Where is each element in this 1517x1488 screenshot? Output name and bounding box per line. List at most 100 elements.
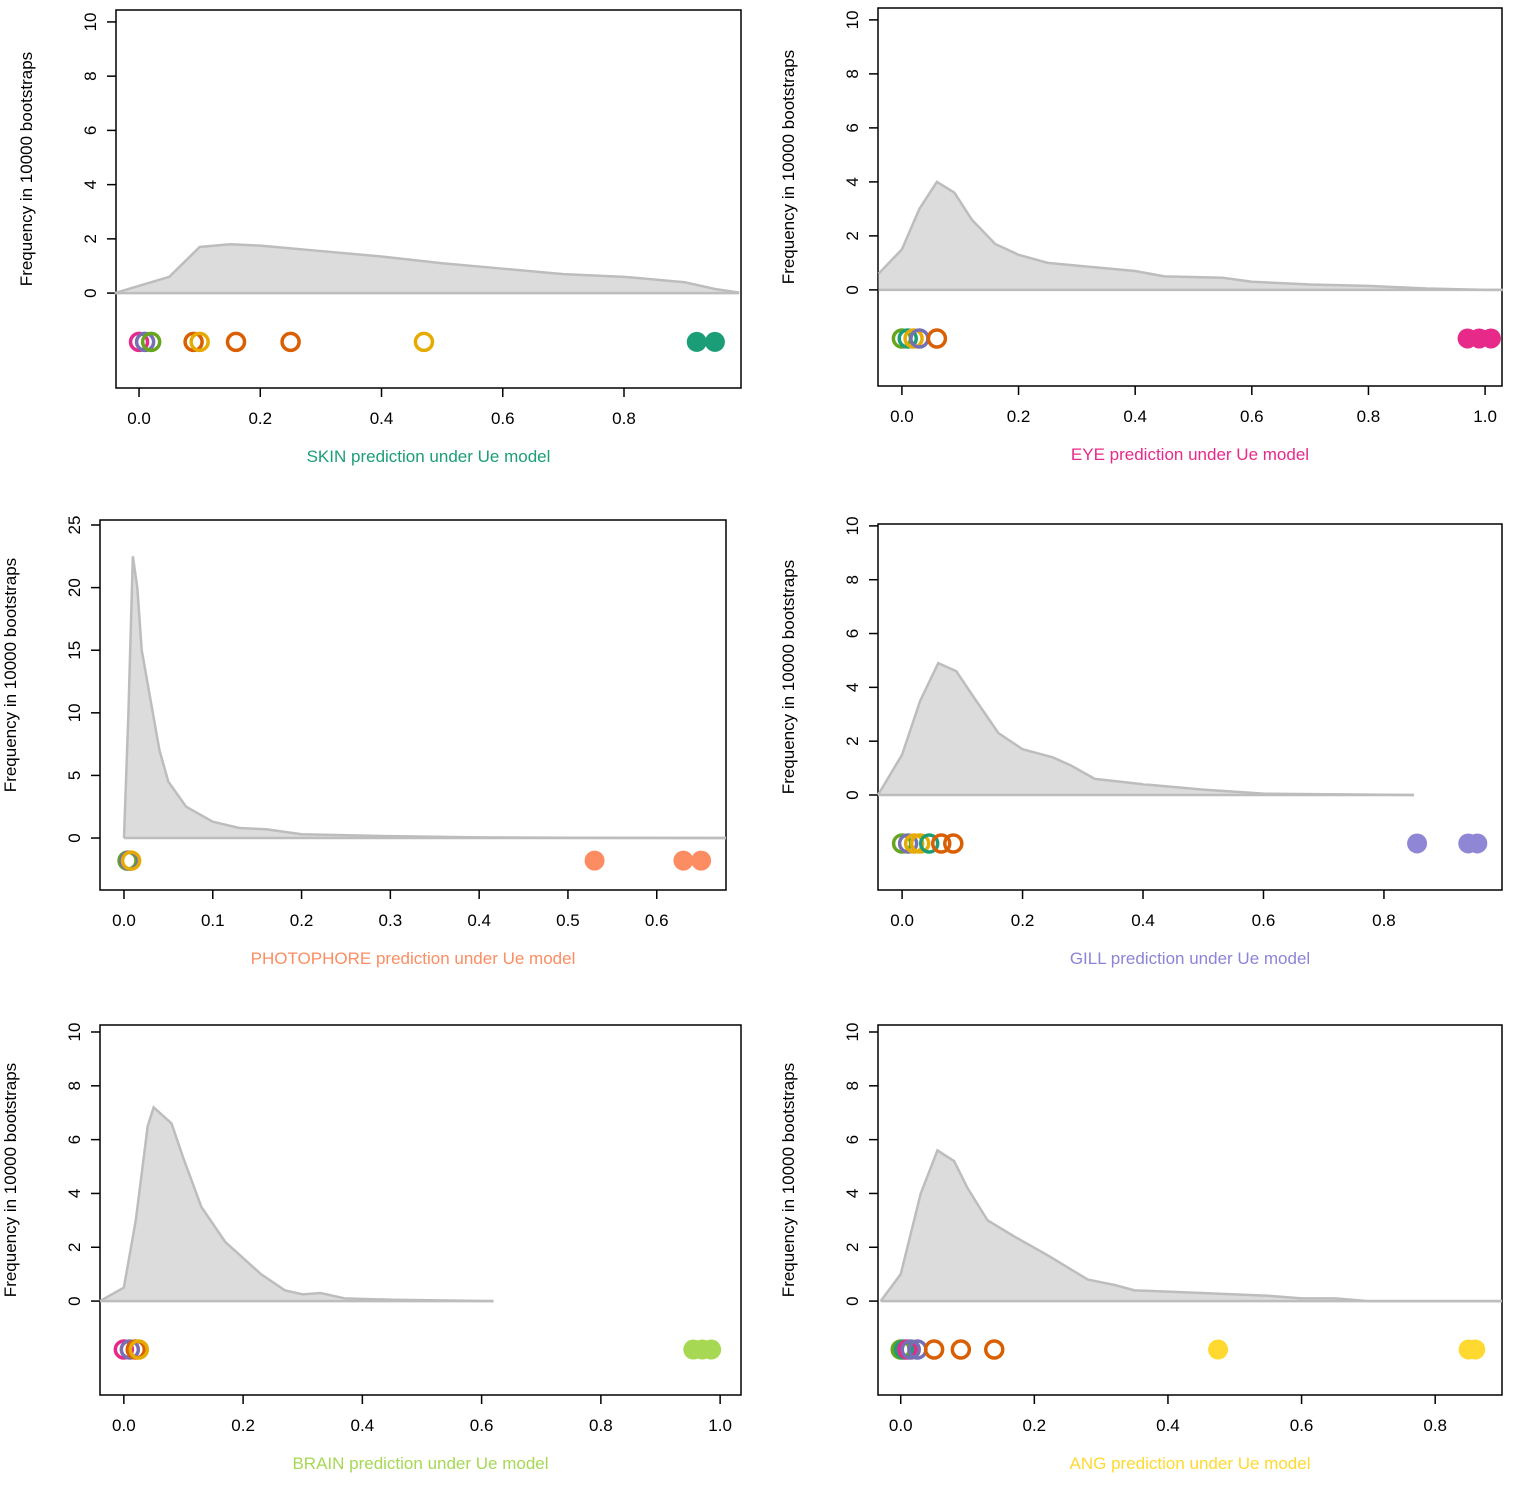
filled-point bbox=[1208, 1340, 1228, 1360]
x-tick-label: 0.4 bbox=[1131, 911, 1155, 930]
x-tick-label: 0.8 bbox=[612, 409, 636, 428]
x-tick-label: 0.4 bbox=[1123, 407, 1147, 426]
x-axis-label: GILL prediction under Ue model bbox=[1070, 949, 1310, 968]
y-tick-label: 4 bbox=[843, 1189, 862, 1198]
filled-point bbox=[585, 851, 605, 871]
y-tick-label: 4 bbox=[843, 177, 862, 186]
y-tick-label: 2 bbox=[81, 234, 100, 243]
y-tick-label: 10 bbox=[65, 703, 84, 722]
x-tick-label: 0.5 bbox=[556, 911, 580, 930]
density-line bbox=[124, 556, 726, 838]
x-tick-label: 0.0 bbox=[112, 1416, 136, 1435]
y-tick-label: 10 bbox=[843, 1023, 862, 1042]
x-tick-label: 0.0 bbox=[890, 407, 914, 426]
y-tick-label: 8 bbox=[65, 1081, 84, 1090]
y-tick-label: 4 bbox=[65, 1189, 84, 1198]
x-tick-label: 0.4 bbox=[370, 409, 394, 428]
plot-frame bbox=[878, 8, 1502, 386]
filled-point bbox=[705, 332, 725, 352]
open-point bbox=[928, 330, 945, 347]
y-tick-label: 6 bbox=[843, 629, 862, 638]
y-tick-label: 0 bbox=[843, 790, 862, 799]
x-tick-label: 0.8 bbox=[1357, 407, 1381, 426]
y-axis-label: Frequency in 10000 bootstraps bbox=[779, 1063, 798, 1297]
filled-point bbox=[701, 1340, 721, 1360]
filled-point bbox=[687, 332, 707, 352]
x-tick-label: 1.0 bbox=[708, 1416, 732, 1435]
x-axis-label: SKIN prediction under Ue model bbox=[307, 447, 551, 466]
y-axis-label: Frequency in 10000 bootstraps bbox=[17, 52, 36, 286]
density-area bbox=[115, 244, 739, 293]
y-axis-label: Frequency in 10000 bootstraps bbox=[779, 50, 798, 284]
y-tick-label: 2 bbox=[65, 1243, 84, 1252]
y-tick-label: 6 bbox=[843, 1135, 862, 1144]
y-tick-label: 4 bbox=[81, 180, 100, 189]
y-tick-label: 10 bbox=[65, 1023, 84, 1042]
x-tick-label: 0.2 bbox=[1007, 407, 1031, 426]
open-point bbox=[282, 333, 299, 350]
y-axis-label: Frequency in 10000 bootstraps bbox=[1, 558, 20, 792]
x-tick-label: 0.2 bbox=[290, 911, 314, 930]
y-tick-label: 4 bbox=[843, 683, 862, 692]
y-tick-label: 0 bbox=[65, 833, 84, 842]
x-tick-label: 0.3 bbox=[379, 911, 403, 930]
filled-point bbox=[673, 851, 693, 871]
open-point bbox=[415, 333, 432, 350]
y-tick-label: 0 bbox=[843, 285, 862, 294]
x-tick-label: 0.2 bbox=[1023, 1416, 1047, 1435]
y-tick-label: 0 bbox=[81, 288, 100, 297]
y-tick-label: 6 bbox=[65, 1135, 84, 1144]
x-axis-label: BRAIN prediction under Ue model bbox=[292, 1454, 548, 1473]
x-tick-label: 0.6 bbox=[470, 1416, 494, 1435]
x-tick-label: 0.8 bbox=[1423, 1416, 1447, 1435]
y-tick-label: 8 bbox=[843, 69, 862, 78]
x-tick-label: 0.2 bbox=[248, 409, 272, 428]
y-tick-label: 10 bbox=[81, 12, 100, 31]
x-axis-label: ANG prediction under Ue model bbox=[1070, 1454, 1311, 1473]
x-tick-label: 0.6 bbox=[491, 409, 515, 428]
open-point bbox=[228, 333, 245, 350]
y-tick-label: 2 bbox=[843, 1243, 862, 1252]
x-axis-label: PHOTOPHORE prediction under Ue model bbox=[251, 949, 576, 968]
y-tick-label: 0 bbox=[65, 1296, 84, 1305]
open-point bbox=[926, 1341, 943, 1358]
x-tick-label: 0.6 bbox=[1290, 1416, 1314, 1435]
x-tick-label: 0.8 bbox=[589, 1416, 613, 1435]
x-tick-label: 0.6 bbox=[1252, 911, 1276, 930]
density-area bbox=[100, 1107, 494, 1301]
y-tick-label: 6 bbox=[843, 123, 862, 132]
y-tick-label: 0 bbox=[843, 1296, 862, 1305]
density-area bbox=[878, 663, 1414, 795]
plot-frame bbox=[116, 10, 741, 388]
y-tick-label: 5 bbox=[65, 771, 84, 780]
y-tick-label: 10 bbox=[843, 10, 862, 29]
filled-point bbox=[1467, 833, 1487, 853]
y-tick-label: 20 bbox=[65, 578, 84, 597]
filled-point bbox=[691, 851, 711, 871]
x-tick-label: 0.0 bbox=[112, 911, 136, 930]
x-tick-label: 0.4 bbox=[467, 911, 491, 930]
x-tick-label: 0.4 bbox=[351, 1416, 375, 1435]
x-axis-label: EYE prediction under Ue model bbox=[1071, 445, 1309, 464]
density-area bbox=[124, 556, 726, 838]
x-tick-label: 0.6 bbox=[1240, 407, 1264, 426]
x-tick-label: 0.2 bbox=[1011, 911, 1035, 930]
density-area bbox=[881, 1150, 1502, 1301]
filled-point bbox=[1465, 1340, 1485, 1360]
y-tick-label: 2 bbox=[843, 231, 862, 240]
filled-point bbox=[1407, 833, 1427, 853]
y-tick-label: 6 bbox=[81, 126, 100, 135]
open-point bbox=[945, 835, 962, 852]
x-tick-label: 0.0 bbox=[890, 911, 914, 930]
x-tick-label: 0.6 bbox=[645, 911, 669, 930]
open-point bbox=[952, 1341, 969, 1358]
filled-point bbox=[1481, 328, 1501, 348]
y-axis-label: Frequency in 10000 bootstraps bbox=[779, 560, 798, 794]
x-tick-label: 0.8 bbox=[1372, 911, 1396, 930]
x-tick-label: 0.4 bbox=[1156, 1416, 1180, 1435]
y-tick-label: 8 bbox=[843, 1081, 862, 1090]
y-axis-label: Frequency in 10000 bootstraps bbox=[1, 1063, 20, 1297]
y-tick-label: 15 bbox=[65, 641, 84, 660]
x-tick-label: 0.1 bbox=[201, 911, 225, 930]
y-tick-label: 2 bbox=[843, 736, 862, 745]
